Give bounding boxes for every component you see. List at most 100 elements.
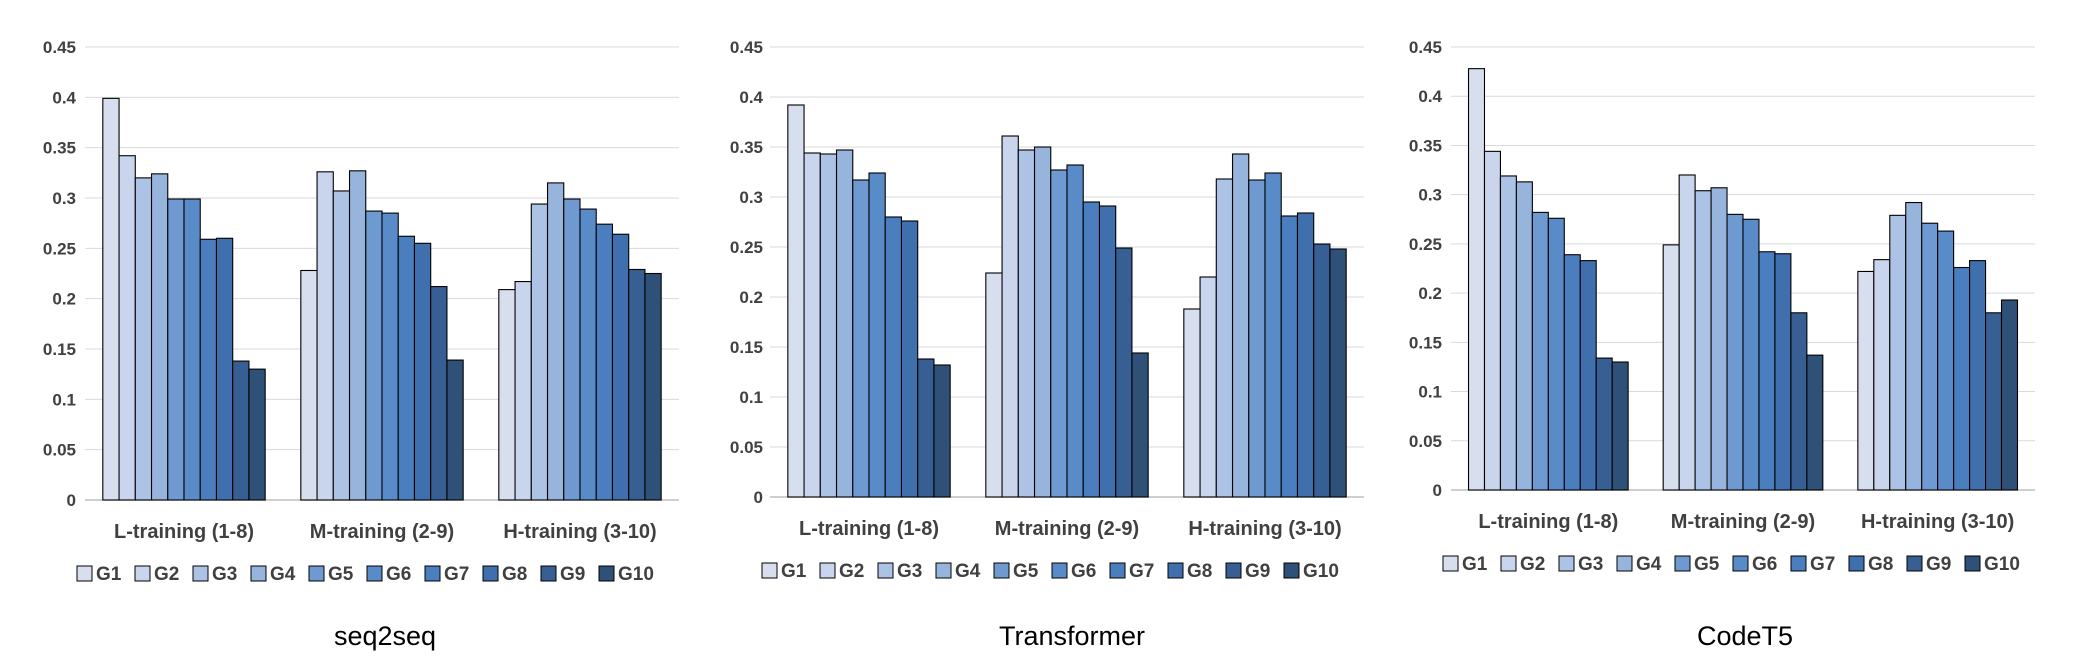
y-tick-label: 0 (754, 488, 763, 507)
legend-swatch (1790, 555, 1807, 572)
legend-swatch (819, 562, 836, 579)
bar-G8-3 (1969, 260, 1987, 491)
bar-G10-3 (1329, 248, 1347, 498)
bar-G8-2 (1774, 253, 1792, 491)
y-tick-label: 0.25 (730, 238, 763, 257)
bar-G1-3 (498, 289, 516, 501)
legend-label: G5 (1013, 561, 1039, 582)
legend-swatch (1442, 555, 1459, 572)
bar-G1-1 (787, 104, 805, 498)
bar-G4-1 (1515, 181, 1533, 491)
legend-label: G3 (897, 561, 922, 582)
bar-G9-1 (1595, 357, 1613, 491)
bar-G2-3 (1199, 276, 1217, 498)
bar-G8-1 (1579, 260, 1597, 491)
y-tick-label: 0.4 (1418, 87, 1442, 106)
bar-G1-2 (985, 272, 1003, 498)
bar-G4-3 (546, 182, 565, 501)
bar-G3-3 (1215, 178, 1234, 498)
legend-label: G3 (212, 564, 237, 585)
bar-G4-3 (1231, 153, 1250, 498)
panel-caption: seq2seq (334, 621, 436, 651)
bar-G3-1 (1499, 175, 1517, 491)
legend-swatch (1558, 555, 1575, 572)
bar-G1-3 (1857, 270, 1875, 491)
bar-G4-1 (150, 173, 169, 501)
bar-G1-1 (1467, 68, 1486, 491)
bar-G10-3 (644, 272, 662, 501)
bar-G10-2 (1131, 352, 1149, 498)
legend-swatch (1051, 562, 1068, 579)
y-tick-label: 0.3 (1418, 186, 1442, 205)
y-tick-label: 0.05 (730, 438, 763, 457)
bar-G6-3 (579, 208, 597, 501)
legend-label: G4 (955, 561, 981, 582)
y-tick-label: 0.45 (1409, 38, 1442, 57)
bar-G9-3 (1313, 243, 1331, 498)
bar-G7-3 (1953, 266, 1971, 491)
y-tick-label: 0.15 (43, 340, 76, 359)
bar-G2-1 (803, 152, 821, 498)
chart-panel-1: 0 0.05 0.1 0.15 0.2 0.25 0.3 0.35 0.4 0.45 L-train… (43, 38, 679, 651)
bar-G6-1 (183, 198, 201, 501)
legend-label: G1 (96, 564, 122, 585)
bar-G2-3 (1873, 259, 1891, 491)
x-category-label: L-training (1-8) (799, 518, 939, 540)
bar-G5-1 (167, 198, 185, 501)
panel-caption: Transformer (999, 621, 1145, 651)
legend-label: G1 (1462, 554, 1488, 575)
legend-swatch (1500, 555, 1517, 572)
bar-G1-2 (1662, 244, 1680, 491)
bar-G2-2 (1001, 135, 1019, 498)
legend-label: G2 (154, 564, 179, 585)
bar-G3-2 (1694, 190, 1712, 491)
bar-G7-2 (397, 235, 416, 501)
legend-label: G4 (1636, 554, 1662, 575)
legend-swatch (935, 562, 952, 579)
bar-G2-2 (316, 171, 334, 501)
bar-G10-2 (1806, 354, 1824, 491)
x-category-label: L-training (1-8) (1478, 511, 1618, 533)
bar-G1-3 (1183, 308, 1201, 498)
bar-G4-3 (1905, 201, 1923, 491)
bar-G1-2 (300, 269, 318, 501)
bar-G2-1 (118, 155, 136, 501)
y-tick-label: 0.1 (52, 390, 76, 409)
bar-G4-1 (835, 149, 854, 498)
y-tick-label: 0.1 (1418, 383, 1442, 402)
bar-G9-2 (1115, 247, 1133, 498)
legend-label: G3 (1578, 554, 1603, 575)
bar-G5-2 (1050, 169, 1068, 498)
legend-swatch (598, 565, 615, 582)
y-tick-label: 0.3 (739, 188, 763, 207)
legend-label: G2 (1520, 554, 1545, 575)
bar-G6-1 (868, 172, 886, 498)
bar-G9-1 (917, 358, 935, 498)
bar-G5-1 (1531, 211, 1549, 491)
legend-swatch (761, 562, 778, 579)
x-category-label: H-training (3-10) (1188, 518, 1341, 540)
bar-G5-3 (1921, 222, 1939, 491)
bar-G8-2 (1098, 205, 1117, 498)
legend-swatch (424, 565, 441, 582)
y-tick-label: 0.15 (1409, 333, 1442, 352)
bar-G7-1 (884, 216, 903, 498)
bar-G10-3 (2000, 299, 2019, 491)
legend-swatch (993, 562, 1010, 579)
y-tick-label: 0.2 (52, 290, 76, 309)
legend-swatch (134, 565, 151, 582)
legend-label: G7 (444, 564, 469, 585)
bar-G7-2 (1758, 251, 1776, 491)
bar-G3-1 (819, 153, 838, 498)
bar-G2-2 (1678, 174, 1696, 491)
legend-swatch (250, 565, 267, 582)
bar-G9-3 (1985, 312, 2003, 491)
chart-panel-2: 0 0.05 0.1 0.15 0.2 0.25 0.3 0.35 0.4 0.45 L-train… (730, 38, 1364, 651)
legend-swatch (1109, 562, 1126, 579)
legend-swatch (366, 565, 383, 582)
legend-label: G9 (1245, 561, 1270, 582)
y-tick-label: 0.45 (43, 38, 76, 57)
y-tick-label: 0.45 (730, 38, 763, 57)
legend: G1 G2 G3 G4 G5 G6 G7 G8 G9 G10 (761, 561, 1339, 582)
